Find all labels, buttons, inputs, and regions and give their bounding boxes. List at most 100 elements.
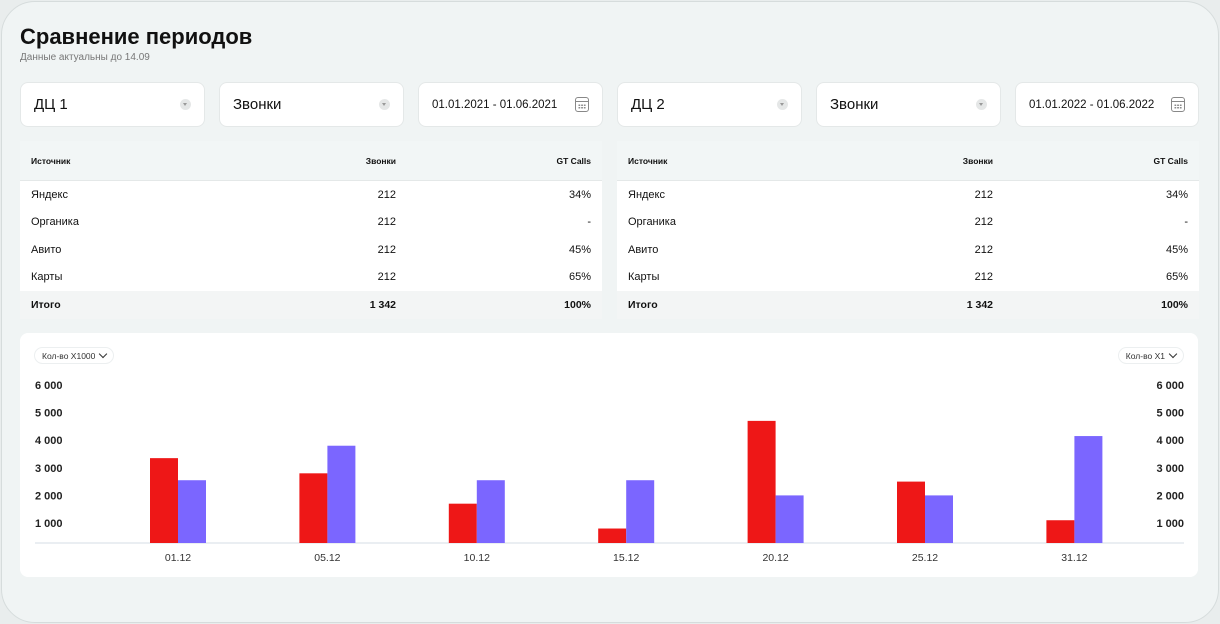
table-total-row: Итого 1 342 100% <box>20 291 602 319</box>
x-tick-label: 01.12 <box>165 552 191 564</box>
bar-1 <box>598 528 627 543</box>
left-scale-dropdown[interactable]: Кол-во X1000 <box>34 347 115 364</box>
bar-2 <box>327 445 356 543</box>
cell: 34% <box>568 188 591 201</box>
bar-1 <box>897 481 925 543</box>
cell: Итого <box>31 298 61 311</box>
left-y-tick-label: 6 000 <box>35 380 63 392</box>
cell: Авито <box>31 243 62 256</box>
right-y-tick-label: 4 000 <box>1156 435 1184 447</box>
cell: Источник <box>628 155 668 166</box>
x-tick-label: 20.12 <box>762 552 788 564</box>
dc1-value: ДЦ 1 <box>34 96 68 113</box>
right-y-tick-label: 5 000 <box>1156 408 1184 420</box>
x-tick-label: 31.12 <box>1061 552 1087 564</box>
dropdown-arrow-icon <box>180 99 191 110</box>
left-y-tick-label: 4 000 <box>35 435 63 447</box>
calendar-icon <box>1171 97 1185 112</box>
cell: GT Calls <box>1153 155 1188 166</box>
bar-2 <box>925 495 953 543</box>
bar-2 <box>775 495 804 543</box>
left-y-tick-label: 5 000 <box>35 408 63 420</box>
bar-2 <box>476 480 505 543</box>
cell: 100% <box>564 298 591 311</box>
date-range2-picker[interactable]: 01.01.2022 - 01.06.2022 <box>1015 82 1199 127</box>
cell: - <box>587 216 591 229</box>
cell: 1 342 <box>369 298 396 311</box>
table-row: Органика 212 - <box>20 209 602 237</box>
sources-table-1: Источник Звонки GT Calls Яндекс 212 34% Органи… <box>20 141 602 319</box>
bar-1 <box>150 458 178 543</box>
table-row: Карты 212 65% <box>617 264 1199 292</box>
chart-card: 1 000 1 000 2 000 2 000 3 000 3 000 4 000 4 000… <box>20 333 1198 577</box>
cell: Карты <box>31 271 63 284</box>
cell: GT Calls <box>556 155 591 166</box>
table-header: Источник Звонки GT Calls <box>617 141 1199 181</box>
cell: 45% <box>1165 243 1188 256</box>
table-header: Источник Звонки GT Calls <box>20 141 602 181</box>
cell: 45% <box>568 243 591 256</box>
date-range2-value: 01.01.2022 - 01.06.2022 <box>1029 98 1155 111</box>
page-title: Сравнение периодов <box>20 24 253 49</box>
cell: 1 342 <box>966 298 993 311</box>
cell: 212 <box>377 271 396 284</box>
dropdown-arrow-icon <box>777 99 788 110</box>
left-y-tick-label: 2 000 <box>35 490 63 502</box>
cell: Итого <box>628 298 658 311</box>
cell: Яндекс <box>628 188 665 201</box>
dropdown-arrow-icon <box>976 99 987 110</box>
cell: 212 <box>974 271 993 284</box>
table-row: Органика 212 - <box>617 209 1199 237</box>
right-scale-dropdown[interactable]: Кол-во X1 <box>1117 347 1184 364</box>
left-scale-label: Кол-во X1000 <box>42 350 96 361</box>
chevron-down-icon <box>1168 349 1178 359</box>
bar-chart: 1 000 1 000 2 000 2 000 3 000 3 000 4 000 4 000… <box>35 380 1184 564</box>
bar-1 <box>448 503 477 543</box>
bar-2 <box>178 480 206 543</box>
bar-2 <box>626 480 655 543</box>
right-scale-label: Кол-во X1 <box>1125 350 1165 361</box>
cell: 34% <box>1165 188 1188 201</box>
cell: 212 <box>974 216 993 229</box>
metric2-select[interactable]: Звонки <box>816 82 1001 127</box>
table-row: Карты 212 65% <box>20 264 602 292</box>
bar-1 <box>299 473 328 543</box>
date-range1-value: 01.01.2021 - 01.06.2021 <box>432 98 558 111</box>
cell: 212 <box>377 216 396 229</box>
x-tick-label: 15.12 <box>613 552 639 564</box>
dc1-select[interactable]: ДЦ 1 <box>20 82 205 127</box>
right-y-tick-label: 2 000 <box>1156 490 1184 502</box>
table-row: Яндекс 212 34% <box>20 181 602 209</box>
dropdown-arrow-icon <box>379 99 390 110</box>
metric1-value: Звонки <box>233 96 282 113</box>
cell: 212 <box>974 243 993 256</box>
cell: 212 <box>377 188 396 201</box>
left-y-tick-label: 1 000 <box>35 518 63 530</box>
cell: 212 <box>377 243 396 256</box>
bar-1 <box>1046 520 1075 543</box>
x-tick-label: 10.12 <box>464 552 490 564</box>
cell: Источник <box>31 155 71 166</box>
cell: Авито <box>628 243 659 256</box>
calendar-icon <box>575 97 589 112</box>
bar-2 <box>1074 436 1103 543</box>
page-subtitle: Данные актуальны до 14.09 <box>20 52 150 63</box>
cell: Органика <box>31 216 79 229</box>
cell: Звонки <box>962 155 993 166</box>
right-y-tick-label: 3 000 <box>1156 463 1184 475</box>
sources-table-2: Источник Звонки GT Calls Яндекс 212 34% Органи… <box>617 141 1199 319</box>
dc2-value: ДЦ 2 <box>631 96 665 113</box>
cell: Органика <box>628 216 676 229</box>
cell: Звонки <box>365 155 396 166</box>
cell: Яндекс <box>31 188 68 201</box>
x-tick-label: 05.12 <box>314 552 340 564</box>
right-y-tick-label: 6 000 <box>1156 380 1184 392</box>
right-y-tick-label: 1 000 <box>1156 518 1184 530</box>
metric2-value: Звонки <box>830 96 879 113</box>
date-range1-picker[interactable]: 01.01.2021 - 01.06.2021 <box>418 82 603 127</box>
cell: 65% <box>1165 271 1188 284</box>
metric1-select[interactable]: Звонки <box>219 82 404 127</box>
cell: 212 <box>974 188 993 201</box>
dc2-select[interactable]: ДЦ 2 <box>617 82 802 127</box>
table-row: Авито 212 45% <box>20 236 602 264</box>
